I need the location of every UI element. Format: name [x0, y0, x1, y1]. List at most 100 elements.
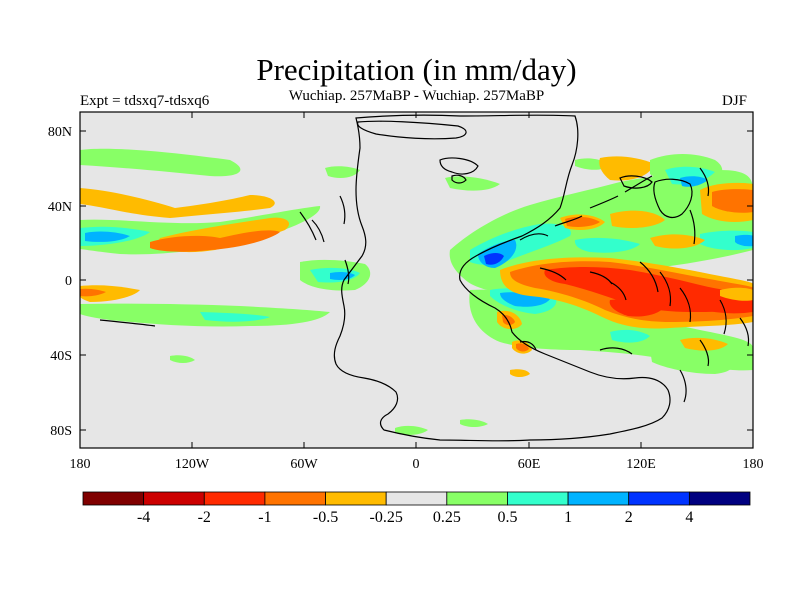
colorbar-box	[446, 491, 508, 506]
south-green-patch-east	[650, 348, 734, 374]
equatorial-red-east	[544, 267, 753, 312]
east-arc-south-10	[679, 369, 687, 403]
east-island-chain-1	[689, 209, 696, 245]
lat-label-40s: 40S	[50, 349, 72, 364]
tethys-cyan-mid	[574, 237, 640, 253]
northern-lake-coastline	[451, 174, 467, 184]
coastlines	[99, 114, 750, 442]
equatorial-yellow-band	[80, 285, 140, 302]
lat-label-80n: 80N	[48, 125, 72, 140]
west-ocean-island-5	[99, 319, 156, 327]
lat-label-80s: 80S	[50, 424, 72, 439]
season-label: DJF	[722, 93, 748, 109]
antarctic-green-patch-2	[395, 425, 428, 435]
northern-inlet-coastline	[439, 157, 479, 175]
equatorial-red-east-3	[700, 297, 753, 314]
arctic-island-coastline	[357, 120, 467, 140]
southeast-yellow-patch	[720, 287, 753, 301]
colorbar-box	[325, 491, 387, 506]
latitude-ticks	[80, 130, 753, 431]
south-yellow-patch-3	[680, 337, 728, 351]
tethys-island-arc-4	[624, 175, 653, 193]
tethys-blue-east	[735, 234, 753, 247]
lat-label-40n: 40N	[48, 200, 72, 215]
page-title: Precipitation (in mm/day)	[256, 52, 577, 87]
arctic-green-patch-1	[325, 166, 360, 178]
lon-label-180e: 180	[743, 457, 764, 472]
colorbar-label: 1	[564, 509, 572, 526]
colorbar-box	[143, 491, 205, 506]
lon-label-60w: 60W	[290, 457, 318, 472]
tethys-yellow-patch-2	[610, 210, 665, 228]
east-arc-south-7	[719, 299, 727, 335]
southeast-inlet-1	[519, 340, 537, 351]
antarctic-green-patch-3	[460, 419, 488, 427]
lon-label-120w: 120W	[175, 457, 210, 472]
south-cyan-patch-1	[610, 329, 650, 343]
pangaea-coastline	[333, 114, 671, 442]
tethys-green-large	[449, 170, 753, 293]
colorbar-box	[385, 491, 448, 506]
pacific-blue-patch	[85, 231, 130, 242]
colorbar-box	[82, 491, 145, 506]
experiment-label: Expt = tdsxq7-tdsxq6	[80, 93, 210, 109]
east-island-chain-2	[699, 167, 710, 197]
colorbar-label: -0.5	[313, 509, 338, 526]
colorbar-label: 4	[685, 509, 693, 526]
colorbar-label: 0.25	[433, 509, 461, 526]
east-orange-north-core	[712, 189, 753, 213]
colorbar-box	[264, 491, 326, 506]
longitude-ticks	[191, 112, 642, 448]
longitude-labels: 180 120W 60W 0 60E 120E 180	[70, 457, 764, 472]
northeast-yellow-patch	[599, 156, 655, 181]
antarctic-green-patch-1	[170, 355, 195, 363]
east-arc-south-6	[539, 267, 567, 281]
colorbar-box	[688, 491, 751, 506]
south-pacific-cyan-band	[200, 312, 270, 322]
south-yellow-patch-4	[510, 369, 530, 377]
east-arc-south-5	[589, 271, 613, 285]
east-arc-south-1	[639, 261, 659, 293]
east-arc-south-2	[659, 271, 672, 307]
tethys-yellow-patch-3	[650, 234, 705, 249]
colorbar-label: -2	[198, 509, 211, 526]
lon-label-0: 0	[413, 457, 420, 472]
lon-label-120e: 120E	[626, 457, 656, 472]
equatorial-red-east-2	[609, 299, 665, 317]
colorbar-label: -0.25	[370, 509, 403, 526]
tethys-island-arc-3	[589, 195, 619, 209]
colorbar-box	[203, 491, 266, 506]
west-ocean-island-4	[344, 259, 350, 285]
east-arc-south-9	[699, 339, 710, 367]
colorbar-box	[507, 491, 569, 506]
east-arc-south-8	[739, 317, 750, 347]
east-arc-south-3	[679, 287, 692, 323]
colorbar: -4 -2 -1 -0.5 -0.25 0.25 0.5 1 2 4	[82, 491, 751, 526]
west-ocean-island-3	[339, 195, 346, 225]
west-ocean-island-1	[299, 211, 317, 241]
pacific-orange-band	[150, 230, 280, 252]
colorbar-box	[567, 491, 630, 506]
southeast-inlet-2	[599, 347, 633, 355]
colorbar-box	[628, 491, 690, 506]
tethys-island-arc-2	[554, 215, 583, 227]
pacific-north-yellow-band	[80, 188, 275, 218]
lat-label-0: 0	[65, 274, 72, 289]
latitude-labels: 80N 40N 0 40S 80S	[48, 125, 72, 439]
colorbar-label: 0.5	[497, 509, 517, 526]
lon-label-60e: 60E	[518, 457, 541, 472]
east-block-north	[619, 175, 653, 189]
east-blue-patch-north	[680, 176, 708, 187]
equatorial-orange-patch	[80, 288, 106, 297]
south-orange-patch-2b	[516, 343, 529, 352]
north-china-block	[653, 178, 693, 219]
map-subtitle: Wuchiap. 257MaBP - Wuchiap. 257MaBP	[288, 88, 545, 104]
arctic-green-patch-2	[445, 176, 500, 191]
precipitation-anomaly-field	[80, 114, 753, 442]
colorbar-label: 2	[625, 509, 633, 526]
pacific-north-green-band	[80, 148, 241, 177]
lon-label-180w: 180	[70, 457, 91, 472]
colorbar-label: -4	[137, 509, 150, 526]
tethys-island-arc-1	[519, 233, 549, 241]
